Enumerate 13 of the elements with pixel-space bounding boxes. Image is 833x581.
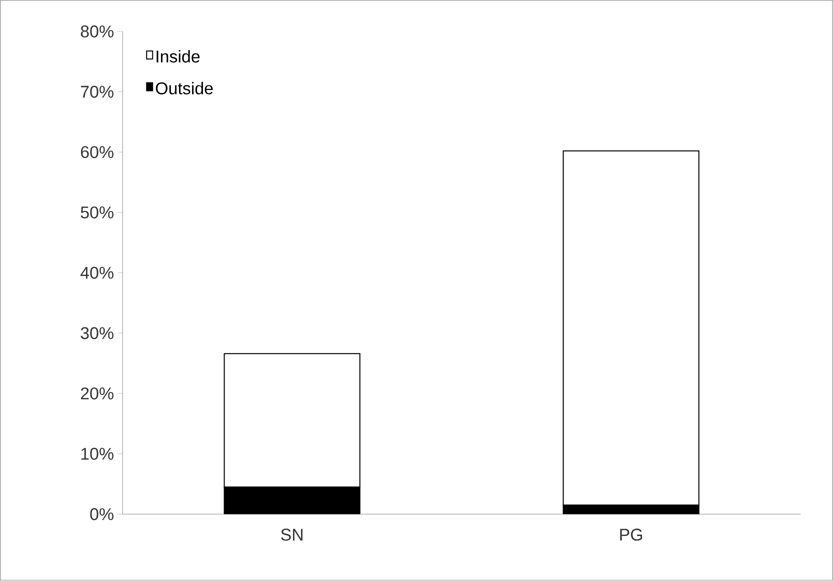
- y-tick-label: 0%: [90, 508, 114, 520]
- y-tick-label: 30%: [80, 327, 114, 340]
- y-tick-label: 70%: [80, 86, 114, 98]
- x-tick-label: SN: [281, 528, 302, 541]
- y-tick-label: 40%: [80, 266, 114, 279]
- y-tick-label: 10%: [81, 448, 114, 460]
- x-tick-label: PG: [620, 528, 642, 541]
- y-tick-label: 80%: [80, 26, 114, 38]
- y-tick-label: 20%: [80, 388, 114, 400]
- y-tick-label: 50%: [80, 206, 114, 219]
- legend-label: Inside: [156, 50, 200, 63]
- y-tick-label: 60%: [80, 146, 114, 158]
- legend-label: Outside: [156, 82, 213, 95]
